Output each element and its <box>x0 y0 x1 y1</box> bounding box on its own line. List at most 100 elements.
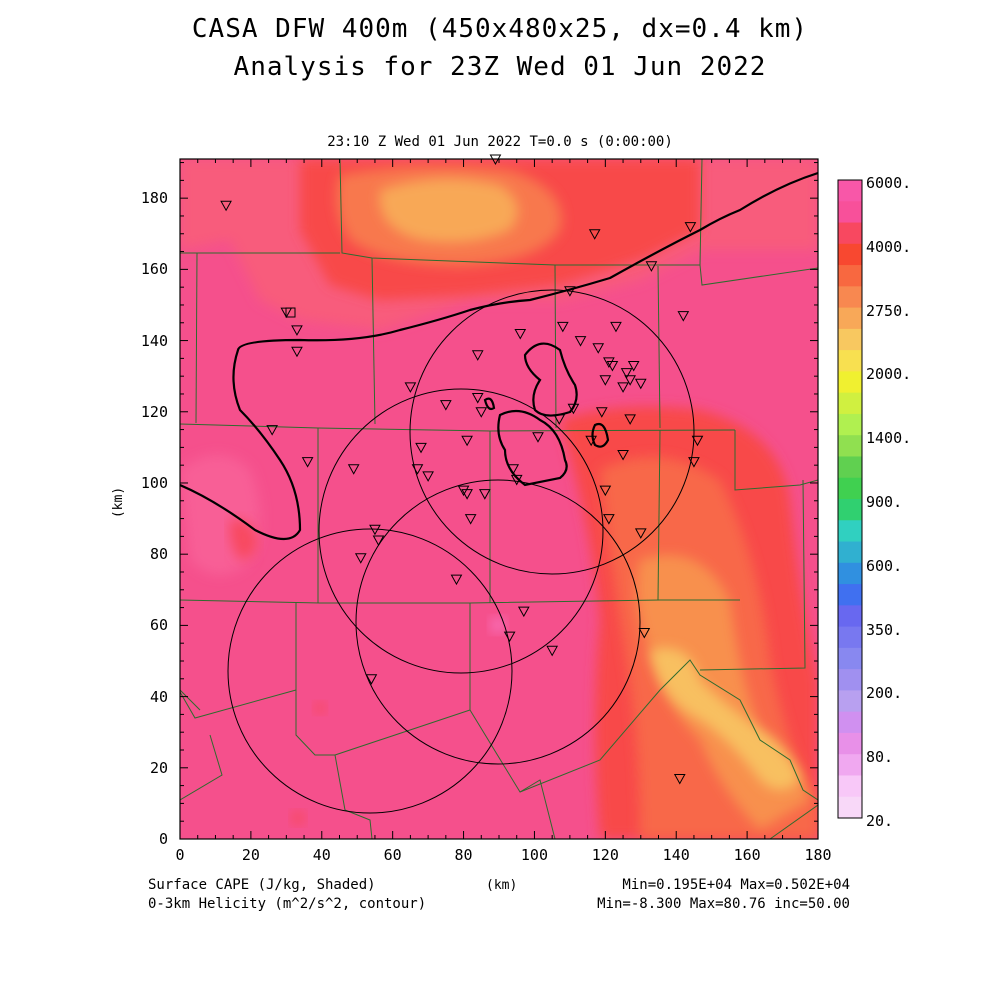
y-tick-label: 100 <box>140 473 168 492</box>
x-tick-label: 80 <box>454 846 473 864</box>
station-marker <box>645 261 658 272</box>
station-marker <box>627 360 640 372</box>
colorbar-label: 2750. <box>866 301 912 320</box>
colorbar-swatch <box>838 541 862 564</box>
colorbar-swatch <box>838 605 862 628</box>
station-marker <box>369 524 381 536</box>
station-marker <box>291 346 303 358</box>
station-marker <box>574 336 587 347</box>
y-tick-label: 60 <box>149 616 168 635</box>
footer-contour-field: 0-3km Helicity (m^2/s^2, contour) <box>148 896 427 912</box>
y-tick-label: 80 <box>149 545 168 564</box>
helicity-contours <box>180 171 818 541</box>
colorbar-swatch <box>838 435 862 457</box>
x-tick-label: 40 <box>312 846 331 864</box>
radar-site-marker <box>285 307 296 318</box>
station-marker <box>588 229 601 240</box>
colorbar-label: 1400. <box>866 429 912 448</box>
colorbar-label: 4000. <box>866 237 912 256</box>
colorbar-label: 350. <box>866 620 903 639</box>
y-axis-label: (km) <box>111 486 127 519</box>
colorbar-swatch <box>838 413 862 436</box>
colorbar-label: 2000. <box>866 365 912 384</box>
x-tick-label: 100 <box>520 846 548 864</box>
colorbar-swatch <box>838 477 862 500</box>
valid-time-label: 23:10 Z Wed 01 Jun 2022 T=0.0 s (0:00:00… <box>327 134 673 150</box>
station-marker <box>354 553 367 564</box>
radar-range-rings <box>227 289 695 814</box>
station-marker <box>461 435 473 447</box>
colorbar-label: 6000. <box>866 174 912 192</box>
station-marker <box>372 535 385 546</box>
x-tick-label: 180 <box>804 846 832 864</box>
colorbar-swatch <box>838 711 862 734</box>
station-marker <box>599 485 612 497</box>
station-marker <box>624 375 636 386</box>
station-marker <box>411 464 424 475</box>
chart-subtitle-analysis: Analysis for 23Z Wed 01 Jun 2022 <box>233 52 767 82</box>
colorbar-swatch <box>838 562 862 585</box>
x-tick-label: 60 <box>383 846 402 864</box>
station-marker <box>677 311 690 322</box>
colorbar-swatch <box>838 456 862 479</box>
station-marker <box>553 414 566 425</box>
colorbar-swatch <box>838 669 862 691</box>
station-marker <box>638 628 651 639</box>
colorbar-label: 20. <box>866 812 894 830</box>
colorbar-label: 900. <box>866 493 903 511</box>
colorbar-swatch <box>838 265 862 287</box>
colorbar-frame <box>837 179 863 819</box>
station-marker <box>620 368 633 379</box>
colorbar-swatch <box>838 584 862 606</box>
station-marker <box>595 407 608 418</box>
station-marker <box>514 328 527 340</box>
y-tick-label: 160 <box>140 260 168 279</box>
station-marker <box>457 485 470 497</box>
station-marker <box>567 403 580 415</box>
x-tick-label: 140 <box>662 846 690 864</box>
station-marker <box>603 357 615 368</box>
colorbar-swatch <box>838 499 862 521</box>
cape-shading <box>180 159 818 839</box>
colorbar-swatch <box>838 307 862 330</box>
x-axis-label: (km) <box>486 878 518 893</box>
colorbar-swatch <box>838 371 862 394</box>
chart-title: CASA DFW 400m (450x480x25, dx=0.4 km) <box>191 14 809 44</box>
y-tick-label: 180 <box>140 189 168 208</box>
station-marker <box>684 222 697 233</box>
x-tick-label: 160 <box>733 846 761 864</box>
footer-contour-range: Min=-8.300 Max=80.76 inc=50.00 <box>597 896 850 912</box>
colorbar-swatch <box>838 647 862 670</box>
y-tick-label: 0 <box>158 830 168 848</box>
colorbar-label: 200. <box>866 684 903 703</box>
station-marker <box>404 382 417 393</box>
colorbar-swatch <box>838 286 862 309</box>
y-tick-label: 40 <box>149 687 168 706</box>
station-marker <box>556 321 569 333</box>
station-marker <box>450 574 463 586</box>
station-marker <box>599 375 612 386</box>
y-tick-label: 120 <box>140 402 168 421</box>
station-marker <box>439 400 452 411</box>
station-marker <box>592 343 605 354</box>
station-marker <box>464 514 477 525</box>
station-marker <box>471 393 484 404</box>
colorbar-swatch <box>838 520 862 543</box>
station-marker <box>347 464 360 475</box>
station-marker <box>471 350 484 361</box>
station-marker <box>422 471 434 482</box>
station-marker <box>461 489 473 500</box>
station-marker <box>291 325 303 336</box>
colorbar-swatch <box>838 350 862 372</box>
x-tick-label: 20 <box>241 846 260 864</box>
station-marker <box>624 414 636 425</box>
footer-shaded-field: Surface CAPE (J/kg, Shaded) <box>148 877 376 893</box>
colorbar-swatch <box>838 690 862 713</box>
colorbar-swatch <box>838 222 862 245</box>
station-marker <box>510 474 523 486</box>
station-marker <box>606 360 619 372</box>
colorbar-swatch <box>838 243 862 266</box>
footer-shaded-range: Min=0.195E+04 Max=0.502E+04 <box>622 877 850 893</box>
station-marker <box>478 489 491 500</box>
station-marker <box>673 773 686 785</box>
